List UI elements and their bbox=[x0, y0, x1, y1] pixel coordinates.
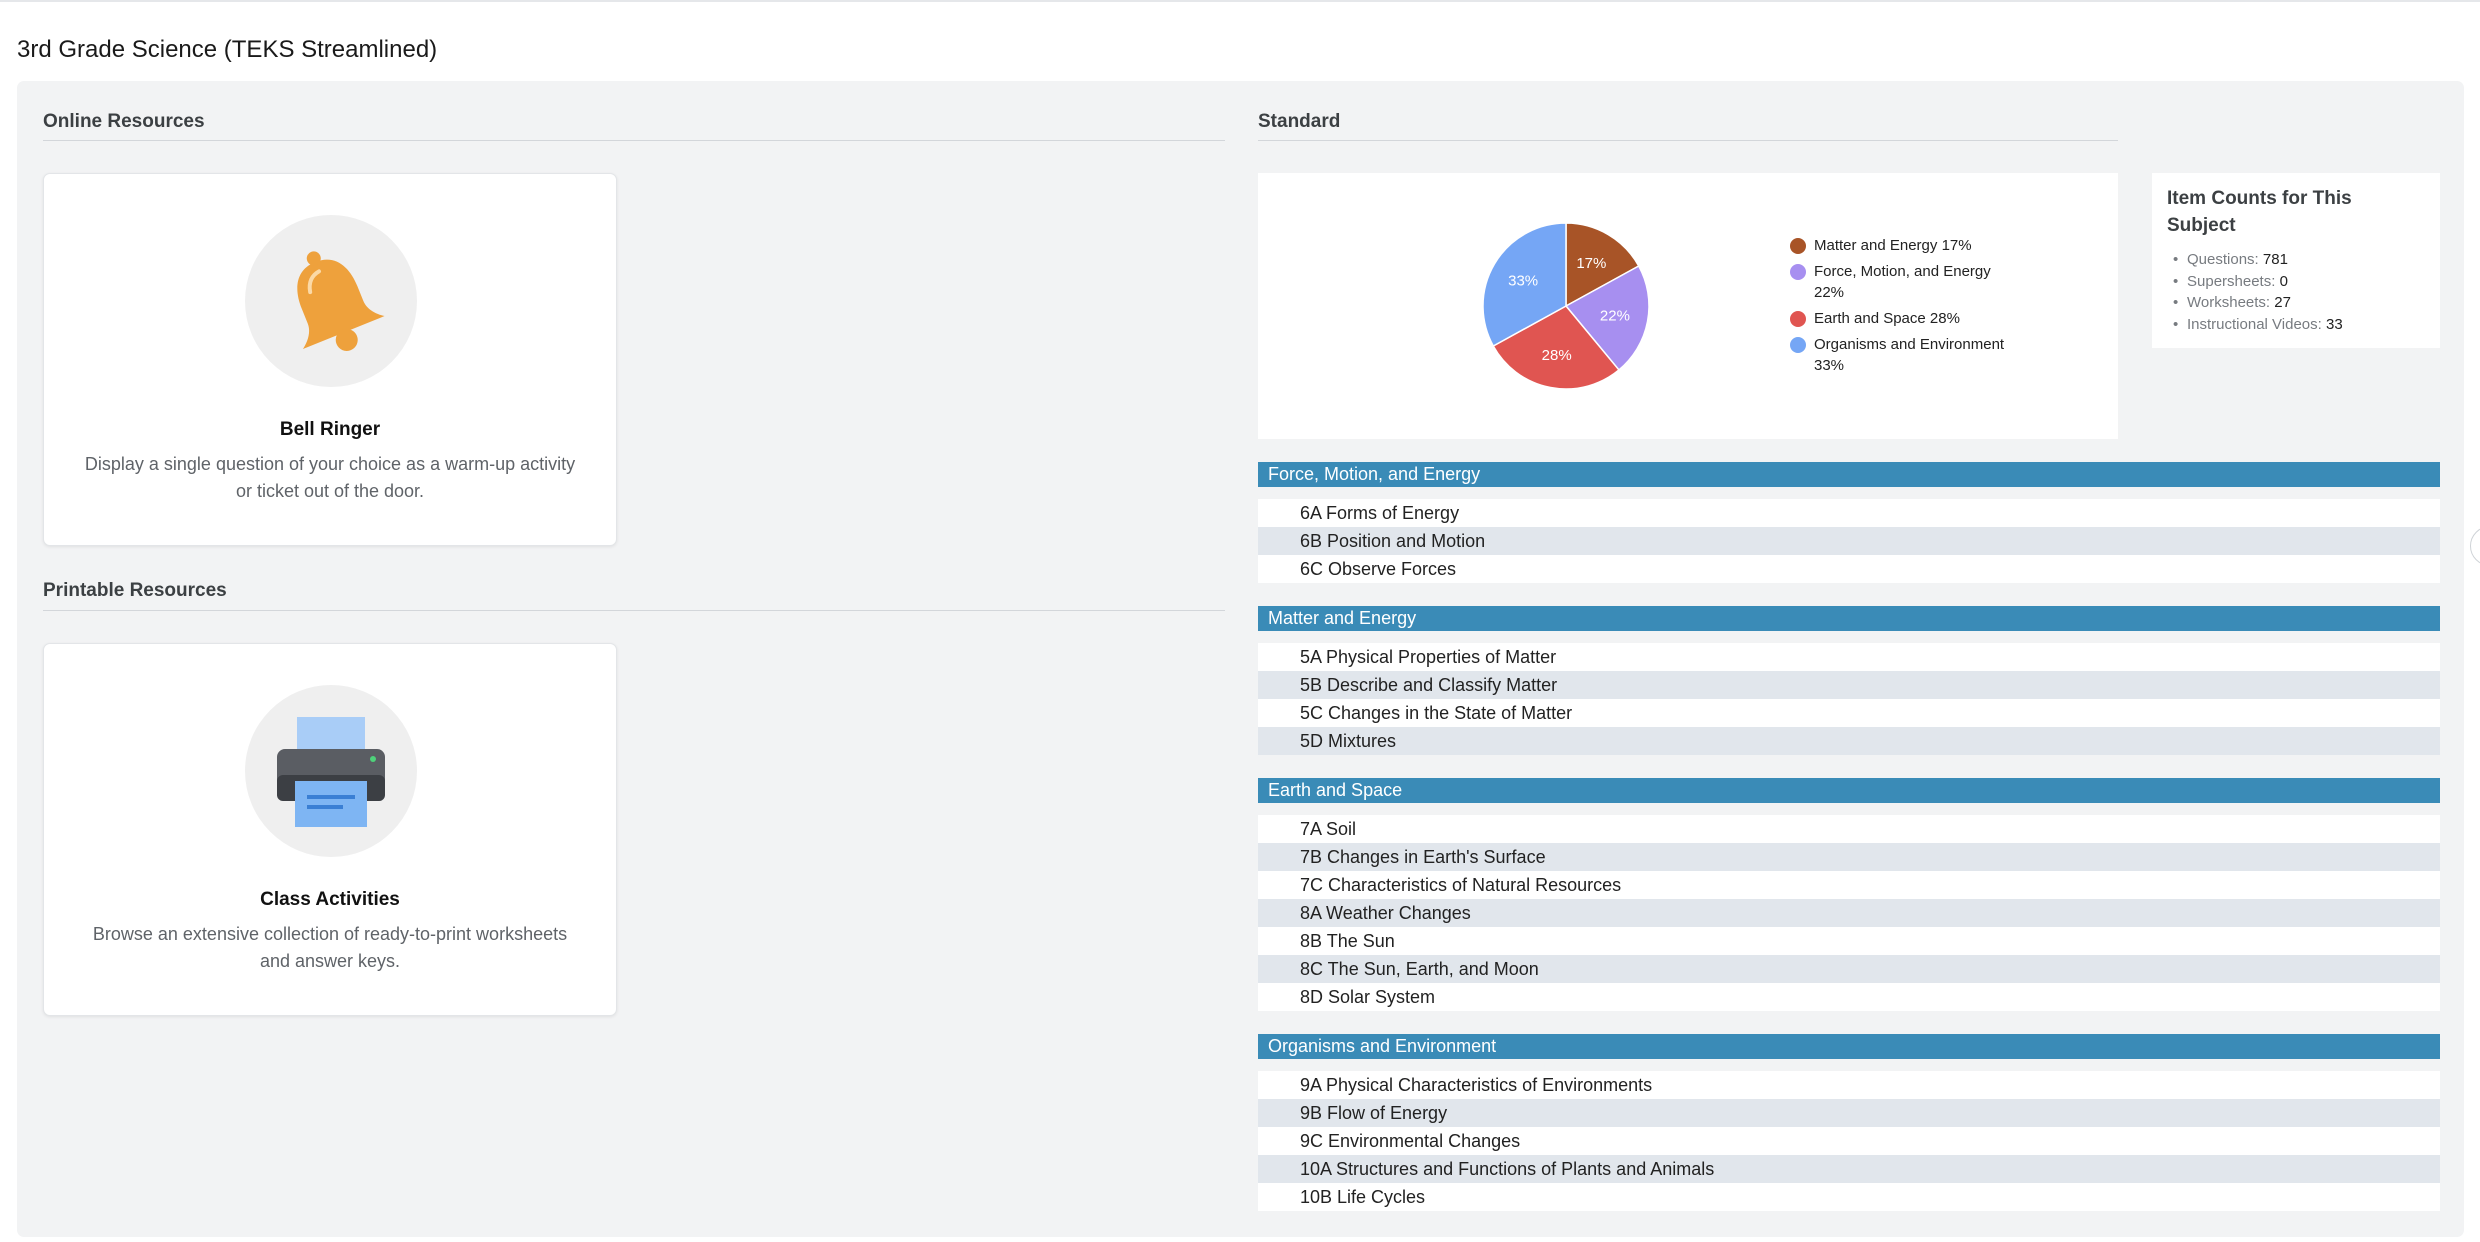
standard-row[interactable]: 5C Changes in the State of Matter bbox=[1258, 699, 2440, 727]
online-resources-heading: Online Resources bbox=[43, 111, 205, 132]
pie-slice-label: 22% bbox=[1600, 307, 1630, 324]
item-count-value: 27 bbox=[2274, 294, 2291, 311]
class-activities-card[interactable]: Class Activities Browse an extensive col… bbox=[43, 643, 617, 1016]
item-count-label: Supersheets: bbox=[2187, 272, 2276, 290]
legend-label: Force, Motion, and Energy 22% bbox=[1814, 263, 1991, 301]
side-scroll-button[interactable] bbox=[2470, 526, 2480, 566]
standard-row[interactable]: 8B The Sun bbox=[1258, 927, 2440, 955]
standard-heading: Standard bbox=[1258, 111, 1341, 132]
standard-row[interactable]: 5B Describe and Classify Matter bbox=[1258, 671, 2440, 699]
standard-row[interactable]: 8A Weather Changes bbox=[1258, 899, 2440, 927]
standard-row[interactable]: 9C Environmental Changes bbox=[1258, 1127, 2440, 1155]
pie-slice-label: 28% bbox=[1542, 347, 1572, 364]
item-count-questions: Questions: 781 bbox=[2167, 249, 2425, 271]
pie-slice bbox=[1492, 305, 1620, 390]
pie-slice bbox=[1482, 222, 1567, 348]
pie-slice bbox=[1565, 222, 1640, 308]
bell-ringer-description: Display a single question of your choice… bbox=[84, 454, 576, 501]
printer-icon bbox=[245, 685, 417, 857]
standard-row[interactable]: 9B Flow of Energy bbox=[1258, 1099, 2440, 1127]
top-divider bbox=[0, 0, 2480, 2]
item-count-supersheets: Supersheets: 0 bbox=[2167, 271, 2425, 293]
legend-item: Force, Motion, and Energy 22% bbox=[1790, 261, 2020, 303]
standard-row[interactable]: 8C The Sun, Earth, and Moon bbox=[1258, 955, 2440, 983]
legend-label: Organisms and Environment 33% bbox=[1814, 336, 2005, 374]
item-count-value: 33 bbox=[2325, 315, 2343, 333]
category-header: Organisms and Environment bbox=[1258, 1034, 2440, 1059]
standard-row[interactable]: 9A Physical Characteristics of Environme… bbox=[1258, 1071, 2440, 1099]
standard-row[interactable]: 10A Structures and Functions of Plants a… bbox=[1258, 1155, 2440, 1183]
pie-slice-label: 17% bbox=[1576, 255, 1606, 272]
item-counts-title: Item Counts for This Subject bbox=[2167, 188, 2352, 236]
standard-row[interactable]: 5A Physical Properties of Matter bbox=[1258, 643, 2440, 671]
legend-label: Matter and Energy 17% bbox=[1814, 237, 1972, 254]
legend-item: Earth and Space 28% bbox=[1790, 308, 2020, 329]
item-counts-box: Item Counts for This Subject Questions: … bbox=[2152, 173, 2440, 348]
legend-label: Earth and Space 28% bbox=[1814, 310, 1960, 327]
standard-row[interactable]: 7C Characteristics of Natural Resources bbox=[1258, 871, 2440, 899]
category-header: Matter and Energy bbox=[1258, 606, 2440, 631]
bell-ringer-title: Bell Ringer bbox=[279, 419, 381, 440]
bell-ringer-card[interactable]: Bell Ringer Display a single question of… bbox=[43, 173, 617, 546]
pie-chart-svg: 17% 22% 28% 33% bbox=[1482, 222, 1650, 390]
online-resources-divider bbox=[43, 140, 1225, 141]
item-counts-list: Questions: 781 Supersheets: 0 Worksheets… bbox=[2167, 249, 2425, 335]
standard-pie-chart: 17% 22% 28% 33% Matter and Energy 17% Force,… bbox=[1258, 173, 2118, 439]
standard-row[interactable]: 8D Solar System bbox=[1258, 983, 2440, 1011]
standard-divider bbox=[1258, 140, 2118, 141]
standard-row[interactable]: 6B Position and Motion bbox=[1258, 527, 2440, 555]
class-activities-description: Browse an extensive collection of ready-… bbox=[92, 924, 568, 971]
standard-row[interactable]: 6C Observe Forces bbox=[1258, 555, 2440, 583]
legend-swatch bbox=[1790, 337, 1806, 353]
category-header: Earth and Space bbox=[1258, 778, 2440, 803]
legend-item: Matter and Energy 17% bbox=[1790, 235, 2020, 256]
standard-row[interactable]: 7B Changes in Earth's Surface bbox=[1258, 843, 2440, 871]
item-count-instructional-videos: Instructional Videos: 33 bbox=[2167, 314, 2425, 336]
page-title: 3rd Grade Science (TEKS Streamlined) bbox=[17, 36, 438, 63]
legend-item: Organisms and Environment 33% bbox=[1790, 334, 2020, 376]
printable-resources-heading: Printable Resources bbox=[43, 580, 227, 601]
item-count-label: Questions: bbox=[2187, 251, 2259, 268]
legend-swatch bbox=[1790, 311, 1806, 327]
legend-swatch bbox=[1790, 238, 1806, 254]
class-activities-title: Class Activities bbox=[260, 889, 400, 910]
pie-slice bbox=[1564, 264, 1650, 372]
item-count-label: Worksheets: bbox=[2187, 294, 2271, 311]
item-count-label: Instructional Videos: bbox=[2187, 315, 2322, 333]
standard-row[interactable]: 7A Soil bbox=[1258, 815, 2440, 843]
standard-row[interactable]: 5D Mixtures bbox=[1258, 727, 2440, 755]
item-count-worksheets: Worksheets: 27 bbox=[2167, 292, 2425, 314]
legend-swatch bbox=[1790, 264, 1806, 280]
printable-resources-divider bbox=[43, 610, 1225, 611]
category-header: Force, Motion, and Energy bbox=[1258, 462, 2440, 487]
bell-icon bbox=[245, 215, 417, 387]
pie-slice-label: 33% bbox=[1508, 273, 1538, 290]
standard-row[interactable]: 6A Forms of Energy bbox=[1258, 499, 2440, 527]
pie-legend: Matter and Energy 17% Force, Motion, and … bbox=[1790, 235, 2020, 381]
item-count-value: 781 bbox=[2262, 251, 2288, 268]
item-count-value: 0 bbox=[2279, 272, 2288, 290]
standard-row[interactable]: 10B Life Cycles bbox=[1258, 1183, 2440, 1211]
